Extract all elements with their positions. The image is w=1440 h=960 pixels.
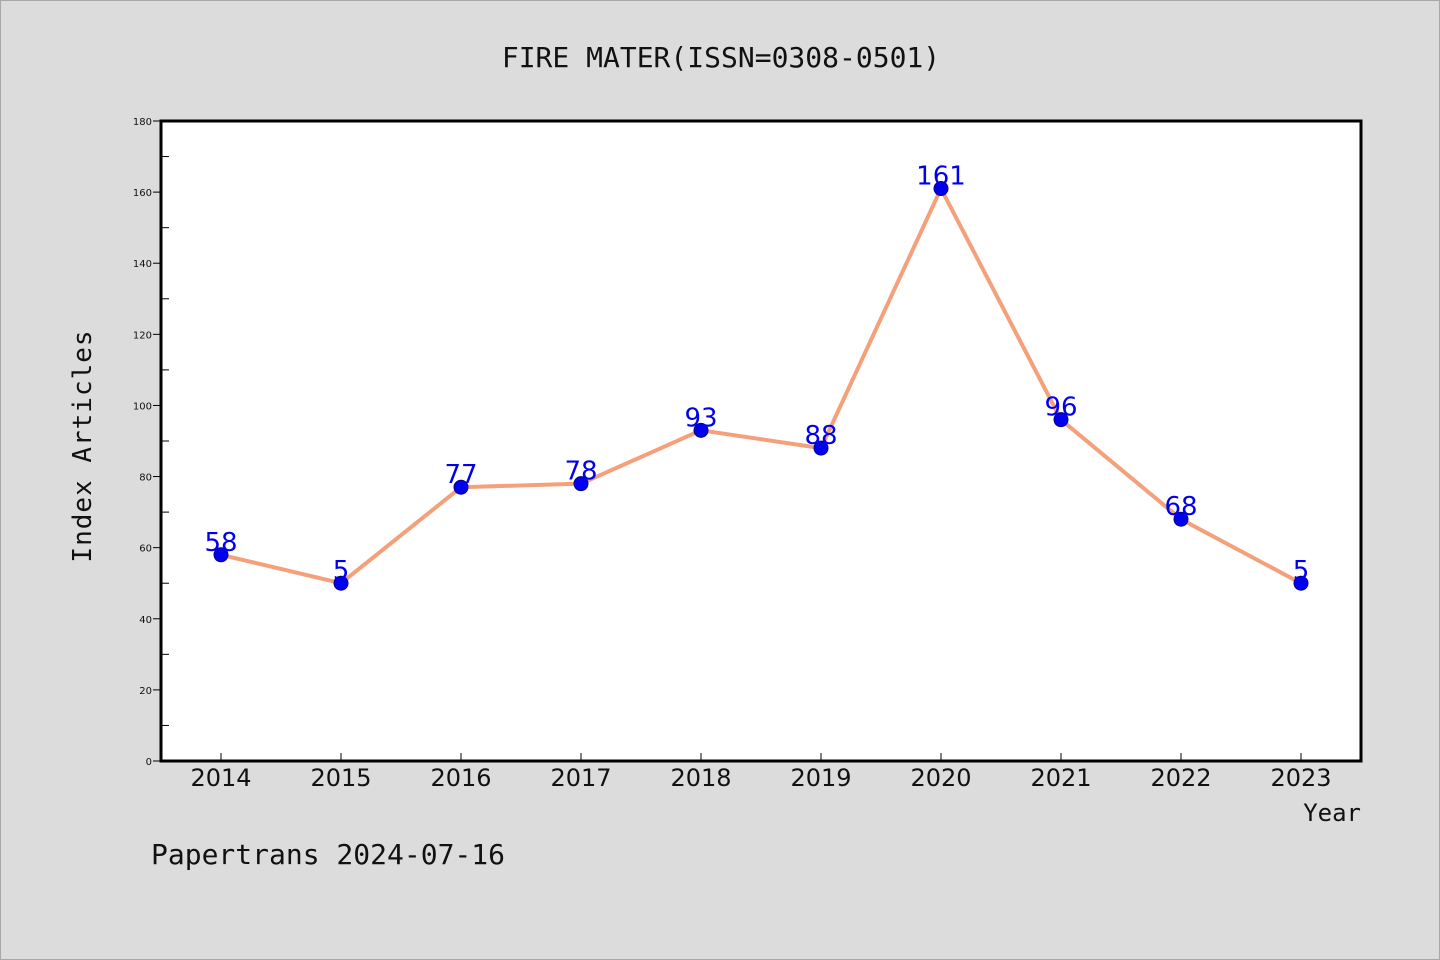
footer-stamp: Papertrans 2024-07-16 xyxy=(151,838,505,871)
chart-title: FIRE MATER(ISSN=0308-0501) xyxy=(502,41,940,74)
y-tick-label: 140 xyxy=(133,259,152,270)
series-line xyxy=(220,186,1302,586)
data-label: 96 xyxy=(1044,393,1077,423)
data-point xyxy=(1053,412,1069,428)
data-label: 58 xyxy=(204,528,237,558)
y-axis-label: Index Articles xyxy=(68,329,98,562)
data-label: 161 xyxy=(916,162,966,192)
data-label: 78 xyxy=(564,457,597,487)
x-tick-label: 2019 xyxy=(790,764,851,792)
x-tick-label: 2017 xyxy=(550,764,611,792)
data-point xyxy=(213,547,229,563)
x-tick-label: 2015 xyxy=(310,764,371,792)
data-label: 5 xyxy=(1293,556,1310,586)
data-point xyxy=(453,479,469,495)
x-tick-label: 2022 xyxy=(1150,764,1211,792)
x-tick-label: 2016 xyxy=(430,764,491,792)
data-label: 77 xyxy=(444,460,477,490)
y-tick-label: 100 xyxy=(133,401,152,412)
y-tick-label: 160 xyxy=(133,188,152,199)
y-tick-label: 40 xyxy=(139,615,152,626)
x-tick-label: 2023 xyxy=(1270,764,1331,792)
data-point xyxy=(573,476,589,492)
y-tick-label: 20 xyxy=(139,686,152,697)
data-labels: 58 5 77 78 93 88 161 96 68 5 xyxy=(204,162,1309,587)
data-point xyxy=(333,575,349,591)
data-point xyxy=(1173,511,1189,527)
x-tick-label: 2014 xyxy=(190,764,251,792)
data-point xyxy=(813,440,829,456)
x-tick-label: 2018 xyxy=(670,764,731,792)
series-line-group xyxy=(220,186,1302,586)
data-point xyxy=(933,181,949,197)
x-tick-label: 2021 xyxy=(1030,764,1091,792)
y-tick-label: 80 xyxy=(139,473,152,484)
data-points xyxy=(213,181,1309,591)
data-point xyxy=(693,422,709,438)
data-label: 68 xyxy=(1164,492,1197,522)
x-axis: 2014 2015 2016 2017 2018 2019 2020 2021 2022 2023 xyxy=(190,753,1332,792)
data-label: 93 xyxy=(684,403,717,433)
x-tick-label: 2020 xyxy=(910,764,971,792)
y-tick-label: 120 xyxy=(133,330,152,341)
y-axis: 0 20 40 60 80 100 120 140 160 180 xyxy=(133,117,169,768)
data-label: 5 xyxy=(333,556,350,586)
data-point xyxy=(1293,575,1309,591)
data-label: 88 xyxy=(804,421,837,451)
y-tick-label: 60 xyxy=(139,544,152,555)
x-axis-label: Year xyxy=(1303,799,1361,827)
y-tick-label: 180 xyxy=(133,117,152,128)
y-tick-label: 0 xyxy=(146,757,152,768)
